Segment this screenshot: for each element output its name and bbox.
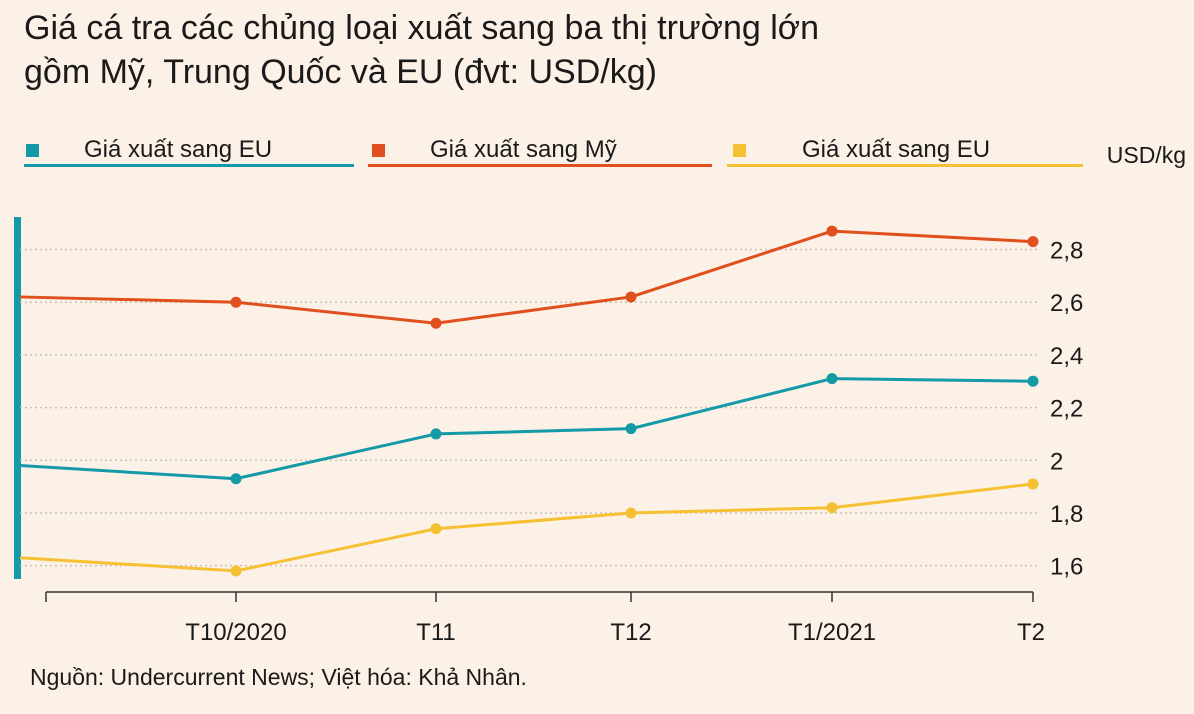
x-tick-label: T11 xyxy=(416,619,456,646)
y-tick-label: 2,6 xyxy=(1050,290,1083,317)
series-line-1 xyxy=(19,229,1034,325)
y-tick-label: 2,4 xyxy=(1050,343,1083,370)
legend-swatch-eu-2 xyxy=(733,144,746,157)
chart-title-line2: gồm Mỹ, Trung Quốc và EU (đvt: USD/kg) xyxy=(24,53,657,91)
x-tick-label: T12 xyxy=(610,619,651,646)
legend-label-us: Giá xuất sang Mỹ xyxy=(430,136,617,163)
legend: Giá xuất sang EU Giá xuất sang Mỹ Giá xu… xyxy=(24,136,1194,176)
data-point xyxy=(430,428,442,440)
legend-item-us: Giá xuất sang Mỹ xyxy=(368,136,712,168)
data-point xyxy=(1027,375,1039,387)
series-line-0 xyxy=(19,377,1034,481)
y-tick-label: 1,6 xyxy=(1050,554,1083,581)
data-point xyxy=(1027,478,1039,490)
legend-underline-eu-2 xyxy=(727,164,1083,167)
series-line-2 xyxy=(19,482,1034,573)
data-point xyxy=(230,296,242,308)
x-tick-label: T1/2021 xyxy=(788,619,876,646)
accent-bar xyxy=(14,217,21,579)
data-point xyxy=(625,291,637,303)
source-note: Nguồn: Undercurrent News; Việt hóa: Khả … xyxy=(30,664,527,690)
chart-title-line1: Giá cá tra các chủng loại xuất sang ba t… xyxy=(24,9,819,47)
legend-underline-eu-1 xyxy=(24,164,354,167)
x-tick-label: T2 xyxy=(1017,619,1045,646)
y-tick-label: 2,8 xyxy=(1050,238,1083,265)
data-point xyxy=(230,473,242,485)
y-tick-label: 1,8 xyxy=(1050,501,1083,528)
data-point xyxy=(625,507,637,519)
data-point xyxy=(430,317,442,329)
data-point xyxy=(826,225,838,237)
legend-swatch-us xyxy=(372,144,385,157)
y-tick-label: 2 xyxy=(1050,448,1063,475)
data-point xyxy=(230,565,242,577)
data-point xyxy=(1027,236,1039,248)
legend-swatch-eu-1 xyxy=(26,144,39,157)
data-point xyxy=(625,423,637,435)
legend-item-eu-2: Giá xuất sang EU xyxy=(727,136,1083,168)
chart-title: Giá cá tra các chủng loại xuất sang ba t… xyxy=(24,6,1024,94)
legend-item-eu-1: Giá xuất sang EU xyxy=(24,136,354,168)
data-point xyxy=(430,523,442,535)
legend-label-eu-2: Giá xuất sang EU xyxy=(802,136,991,163)
data-point xyxy=(826,502,838,514)
legend-label-eu-1: Giá xuất sang EU xyxy=(84,136,273,163)
x-tick-label: T10/2020 xyxy=(185,619,286,646)
y-tick-label: 2,2 xyxy=(1050,396,1083,423)
unit-label: USD/kg xyxy=(1106,142,1186,168)
data-point xyxy=(826,373,838,385)
legend-underline-us xyxy=(368,164,712,167)
